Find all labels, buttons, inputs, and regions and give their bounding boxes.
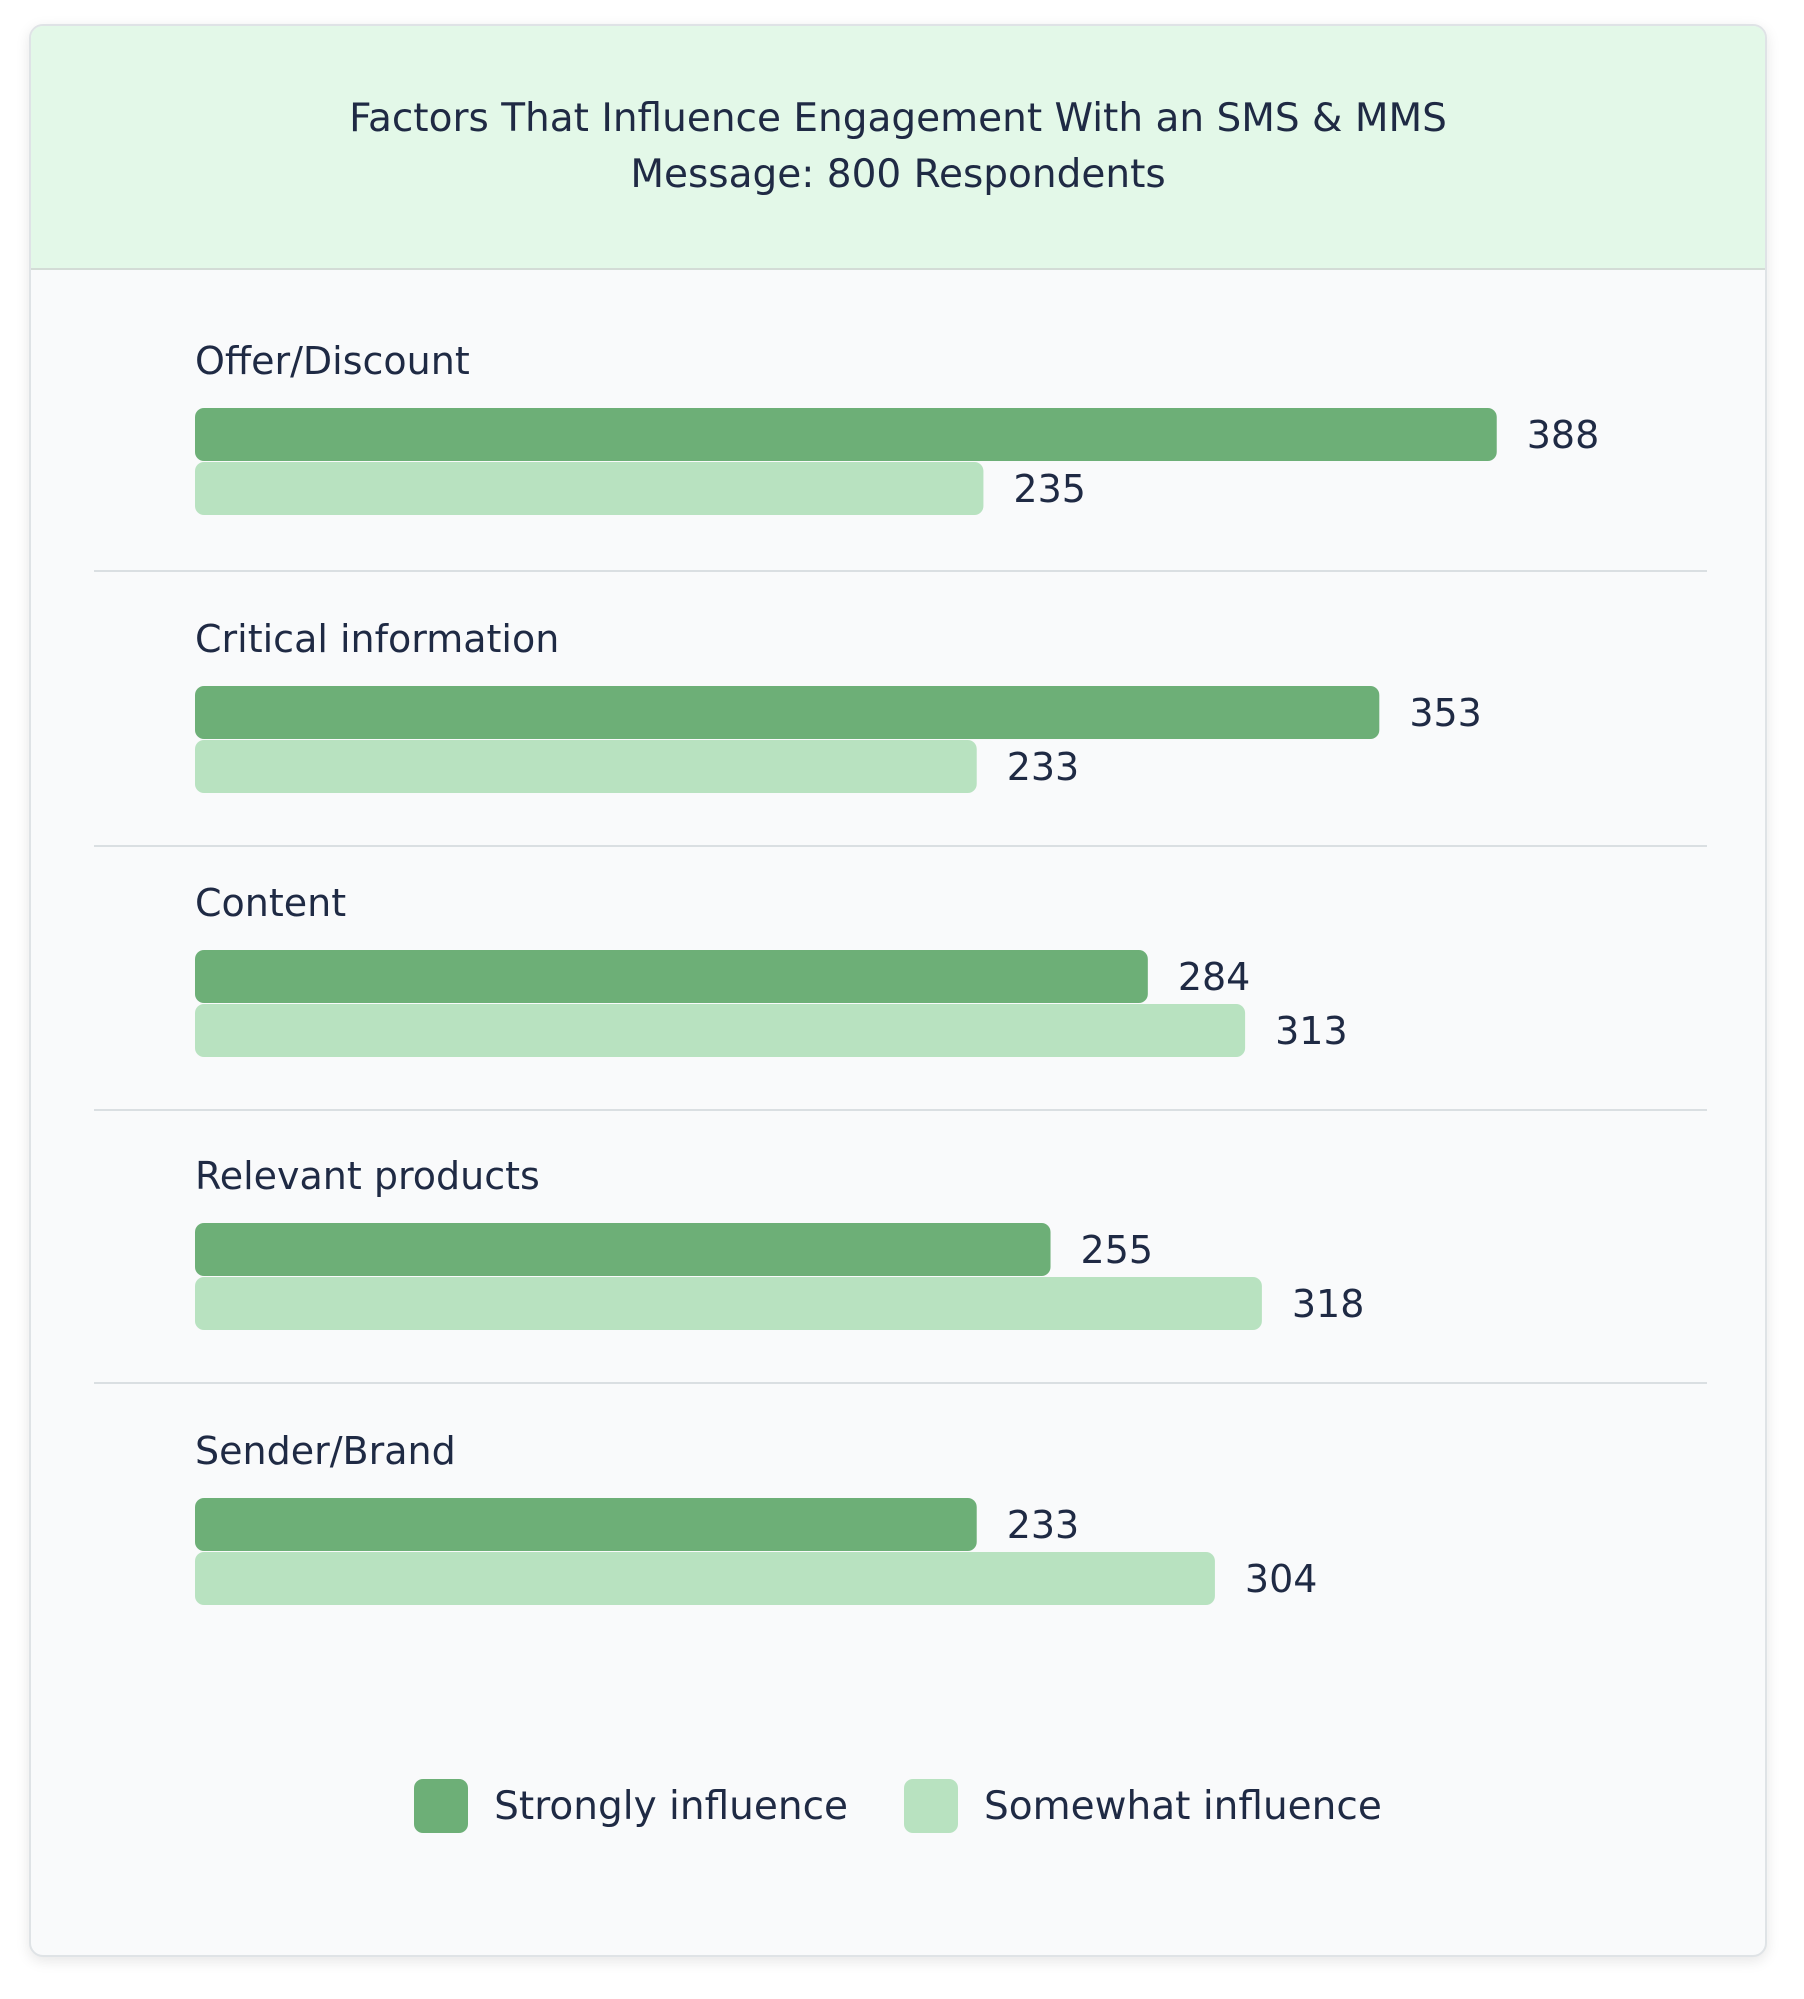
bar-strongly-influence (195, 950, 1148, 1003)
value-label: 318 (1292, 1282, 1365, 1326)
value-label: 313 (1275, 1009, 1348, 1053)
value-label: 233 (1007, 745, 1080, 789)
category-label: Relevant products (195, 1154, 540, 1198)
category-label: Content (195, 881, 346, 925)
bar-strongly-influence (195, 408, 1497, 461)
bar-somewhat-influence (195, 1004, 1246, 1057)
bar-strongly-influence (195, 1498, 977, 1551)
value-label: 233 (1007, 1503, 1080, 1547)
value-label: 284 (1178, 955, 1251, 999)
legend-swatch (904, 1779, 959, 1833)
bar-somewhat-influence (195, 740, 977, 793)
value-label: 235 (1013, 467, 1086, 511)
legend-label: Somewhat influence (984, 1783, 1382, 1829)
value-label: 353 (1409, 691, 1482, 735)
value-label: 255 (1081, 1228, 1154, 1272)
legend-swatch (414, 1779, 469, 1833)
value-label: 388 (1527, 413, 1600, 457)
chart-header: Factors That Influence Engagement With a… (31, 26, 1765, 270)
bar-strongly-influence (195, 686, 1380, 739)
chart-card: Factors That Influence Engagement With a… (29, 24, 1767, 1957)
bar-somewhat-influence (195, 1552, 1215, 1605)
legend-label: Strongly influence (494, 1783, 849, 1829)
value-label: 304 (1245, 1557, 1318, 1601)
category-label: Critical information (195, 617, 559, 661)
bar-strongly-influence (195, 1223, 1051, 1276)
category-label: Sender/Brand (195, 1429, 456, 1473)
bar-somewhat-influence (195, 462, 984, 515)
chart-title: Factors That Influence Engagement With a… (349, 96, 1447, 197)
legend-item-strongly: Strongly influence (414, 1779, 848, 1833)
legend-item-somewhat: Somewhat influence (904, 1779, 1382, 1833)
chart-legend: Strongly influence Somewhat influence (31, 1779, 1765, 1833)
bar-somewhat-influence (195, 1277, 1262, 1330)
bar-chart: Offer/Discount 388 235 Critical information… (94, 339, 1707, 1605)
category-label: Offer/Discount (195, 339, 470, 383)
